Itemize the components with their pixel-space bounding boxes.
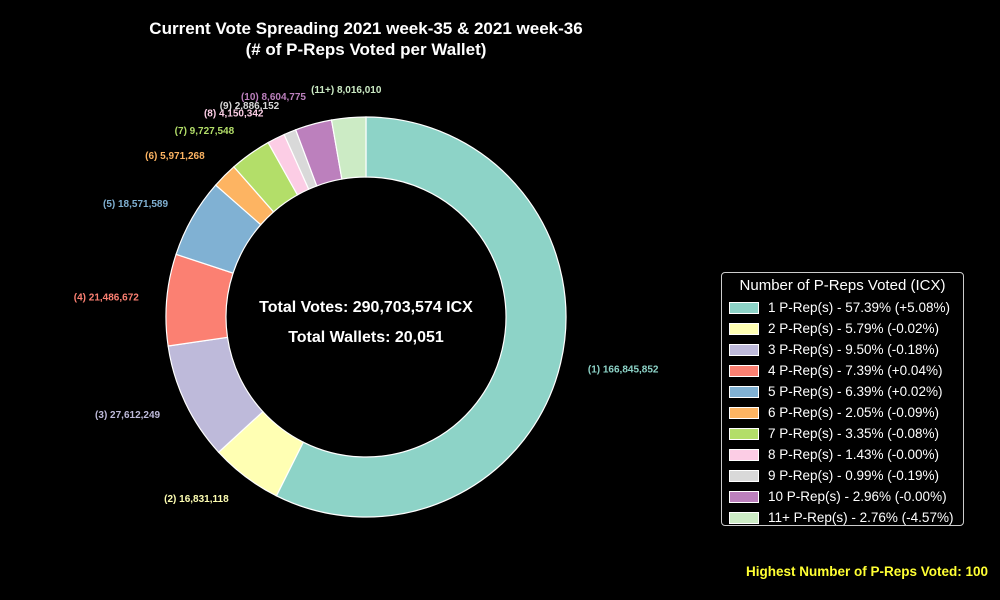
chart-title-line2: (# of P-Reps Voted per Wallet): [245, 40, 487, 59]
legend-swatch: [729, 406, 759, 419]
legend-title: Number of P-Reps Voted (ICX): [739, 277, 946, 294]
slice-value-label-1: (1) 166,845,852: [588, 364, 659, 375]
legend-item-1: 1 P-Rep(s) - 57.39% (+5.08%): [729, 297, 950, 318]
legend-label: 7 P-Rep(s) - 3.35% (-0.08%): [768, 426, 940, 441]
legend-label: 5 P-Rep(s) - 6.39% (+0.02%): [768, 384, 943, 399]
legend-item-11: 11+ P-Rep(s) - 2.76% (-4.57%): [729, 507, 953, 528]
legend-swatch: [729, 364, 759, 377]
total-wallets-text: Total Wallets: 20,051: [288, 329, 444, 346]
legend-item-8: 8 P-Rep(s) - 1.43% (-0.00%): [729, 444, 939, 465]
legend-label: 9 P-Rep(s) - 0.99% (-0.19%): [768, 468, 940, 483]
legend-swatch: [729, 511, 759, 524]
slice-value-label-5: (5) 18,571,589: [103, 199, 168, 210]
total-votes-text: Total Votes: 290,703,574 ICX: [259, 299, 473, 316]
legend-item-9: 9 P-Rep(s) - 0.99% (-0.19%): [729, 465, 939, 486]
slice-value-label-8: (8) 4,150,342: [204, 108, 264, 119]
slice-value-label-4: (4) 21,486,672: [74, 292, 139, 303]
legend-swatch: [729, 448, 759, 461]
legend-swatch: [729, 385, 759, 398]
legend-item-5: 5 P-Rep(s) - 6.39% (+0.02%): [729, 381, 942, 402]
legend-label: 8 P-Rep(s) - 1.43% (-0.00%): [768, 447, 940, 462]
donut-center-text: Total Votes: 290,703,574 ICX Total Walle…: [216, 293, 516, 353]
legend-swatch: [729, 322, 759, 335]
slice-value-label-6: (6) 5,971,268: [145, 151, 205, 162]
slice-value-label-2: (2) 16,831,118: [164, 494, 229, 505]
slice-value-label-7: (7) 9,727,548: [175, 126, 235, 137]
legend-label: 1 P-Rep(s) - 57.39% (+5.08%): [768, 300, 950, 315]
donut-slice-1: [275, 116, 567, 518]
slice-value-label-3: (3) 27,612,249: [95, 410, 160, 421]
legend-item-4: 4 P-Rep(s) - 7.39% (+0.04%): [729, 360, 942, 381]
footer-note: Highest Number of P-Reps Voted: 100: [745, 564, 988, 579]
legend-label: 11+ P-Rep(s) - 2.76% (-4.57%): [768, 510, 954, 525]
donut-slice-11: [330, 116, 367, 180]
legend-label: 4 P-Rep(s) - 7.39% (+0.04%): [768, 363, 943, 378]
legend-label: 2 P-Rep(s) - 5.79% (-0.02%): [768, 321, 940, 336]
chart-title: Current Vote Spreading 2021 week-35 & 20…: [66, 18, 666, 60]
legend-item-3: 3 P-Rep(s) - 9.50% (-0.18%): [729, 339, 939, 360]
legend-swatch: [729, 469, 759, 482]
legend-item-7: 7 P-Rep(s) - 3.35% (-0.08%): [729, 423, 939, 444]
legend-swatch: [729, 490, 759, 503]
slice-value-label-10: (10) 8,604,775: [241, 92, 306, 103]
legend-label: 3 P-Rep(s) - 9.50% (-0.18%): [768, 342, 940, 357]
legend-label: 6 P-Rep(s) - 2.05% (-0.09%): [768, 405, 940, 420]
slice-value-label-9: (9) 2,886,152: [220, 101, 280, 112]
legend-item-2: 2 P-Rep(s) - 5.79% (-0.02%): [729, 318, 939, 339]
legend-swatch: [729, 427, 759, 440]
chart-legend: Number of P-Reps Voted (ICX) 1 P-Rep(s) …: [721, 272, 964, 526]
slice-value-label-11: (11+) 8,016,010: [311, 85, 382, 96]
legend-swatch: [729, 301, 759, 314]
legend-item-6: 6 P-Rep(s) - 2.05% (-0.09%): [729, 402, 939, 423]
legend-label: 10 P-Rep(s) - 2.96% (-0.00%): [768, 489, 947, 504]
legend-swatch: [729, 343, 759, 356]
chart-title-line1: Current Vote Spreading 2021 week-35 & 20…: [149, 19, 583, 38]
legend-item-10: 10 P-Rep(s) - 2.96% (-0.00%): [729, 486, 947, 507]
